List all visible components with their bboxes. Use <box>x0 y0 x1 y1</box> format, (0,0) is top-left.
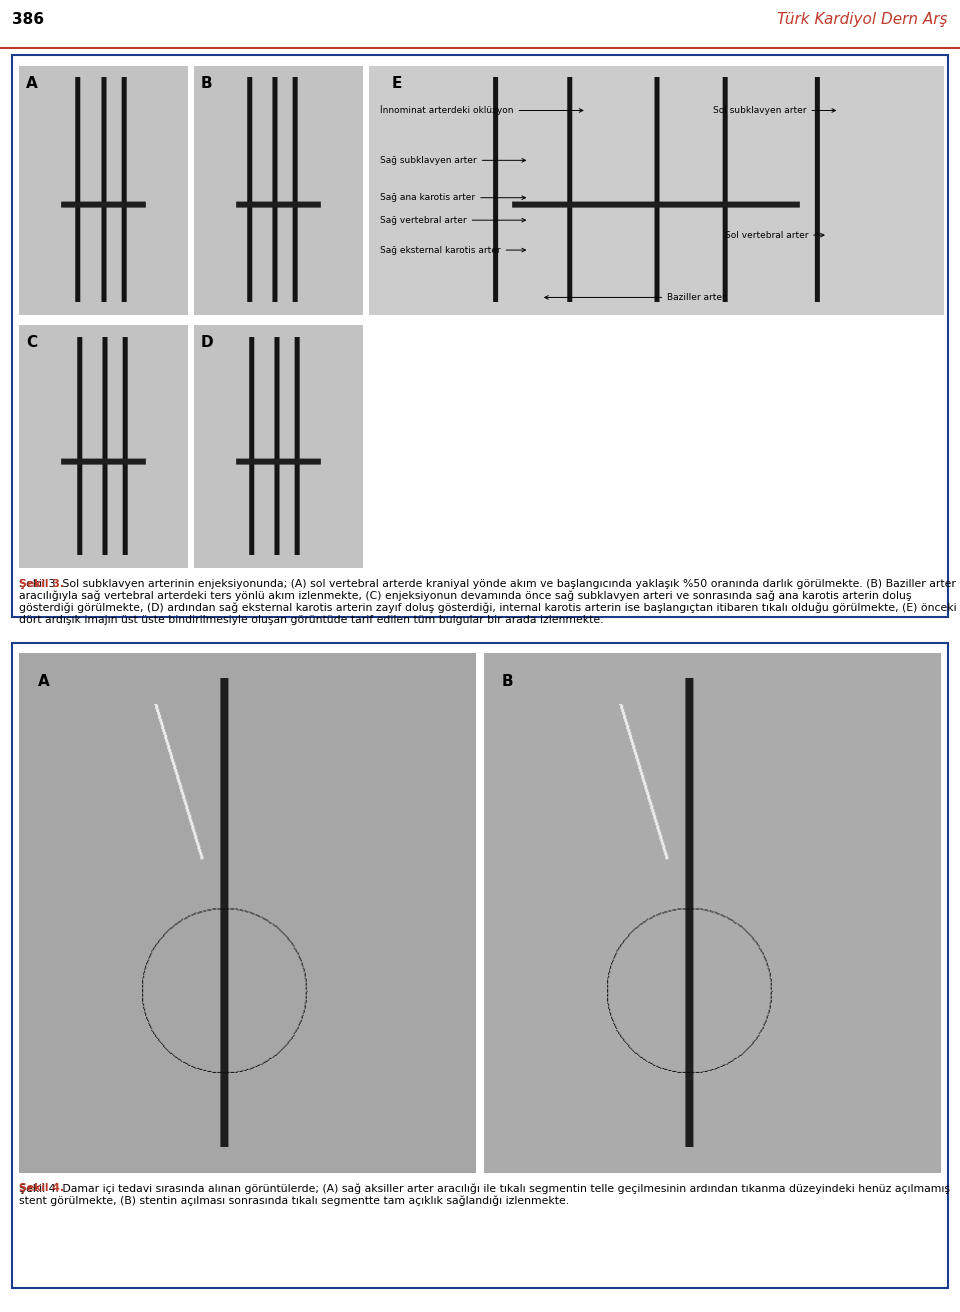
Text: Sağ subklavyen arter: Sağ subklavyen arter <box>380 156 525 165</box>
Text: Şekil 3.: Şekil 3. <box>19 579 64 589</box>
Text: Baziller arter: Baziller arter <box>544 293 726 302</box>
Text: İnnominat arterdeki oklüzyon: İnnominat arterdeki oklüzyon <box>380 105 583 115</box>
FancyBboxPatch shape <box>12 55 948 617</box>
Text: A: A <box>26 76 37 91</box>
Text: Sağ eksternal karotis arter: Sağ eksternal karotis arter <box>380 245 525 255</box>
Text: Türk Kardiyol Dern Arş: Türk Kardiyol Dern Arş <box>777 12 948 28</box>
Text: D: D <box>201 335 213 350</box>
Text: 386: 386 <box>12 12 44 28</box>
Text: Şekil 4. Damar içi tedavi sırasında alınan görüntülerde; (A) sağ aksiller arter : Şekil 4. Damar içi tedavi sırasında alın… <box>19 1183 950 1206</box>
FancyBboxPatch shape <box>12 643 948 1288</box>
Text: Sağ ana karotis arter: Sağ ana karotis arter <box>380 193 525 202</box>
Text: C: C <box>26 335 37 350</box>
Text: B: B <box>201 76 212 91</box>
Text: Şekil 3. Sol subklavyen arterinin enjeksiyonunda; (A) sol vertebral arterde kran: Şekil 3. Sol subklavyen arterinin enjeks… <box>19 579 957 625</box>
Text: Şekil 4.: Şekil 4. <box>19 1183 64 1194</box>
Text: B: B <box>502 674 514 689</box>
Text: E: E <box>392 76 402 91</box>
Text: Sağ vertebral arter: Sağ vertebral arter <box>380 215 525 224</box>
Text: Sol vertebral arter: Sol vertebral arter <box>725 231 824 240</box>
Text: A: A <box>37 674 49 689</box>
Text: Sol subklavyen arter: Sol subklavyen arter <box>713 106 835 115</box>
